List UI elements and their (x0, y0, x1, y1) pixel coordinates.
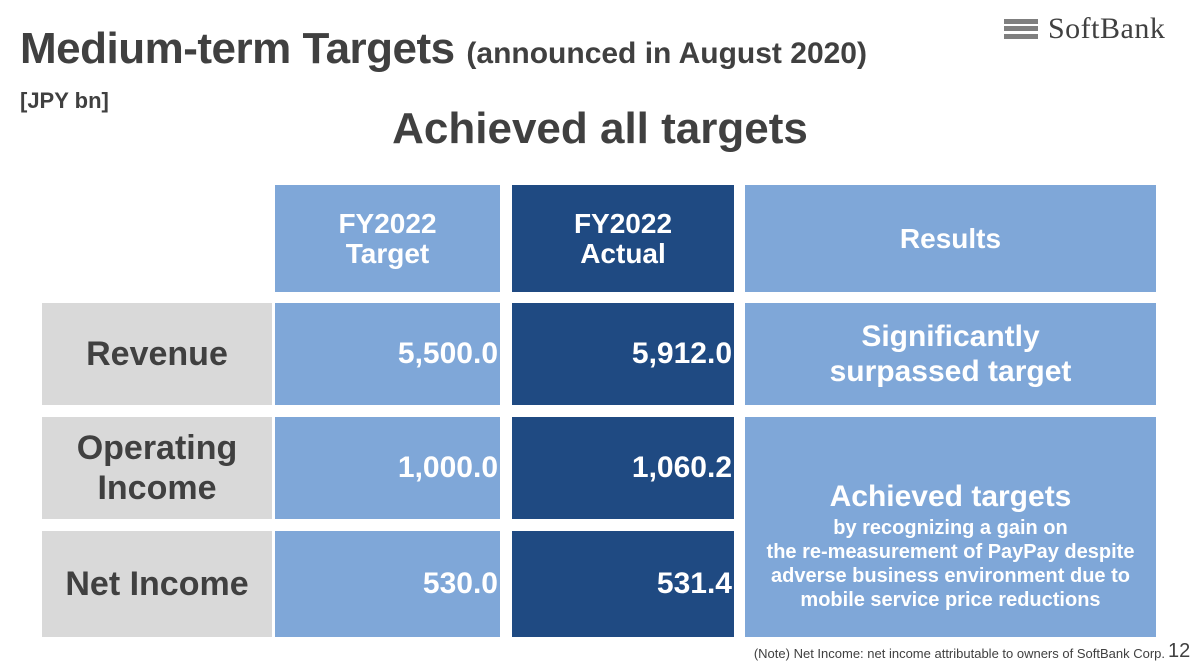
row-label-operating-income: Operating Income (42, 417, 272, 519)
page-title: Medium-term Targets (announced in August… (20, 24, 867, 74)
header-results: Results (745, 185, 1156, 292)
logo-text: SoftBank (1048, 12, 1166, 45)
result-income-headline: Achieved targets (829, 480, 1072, 513)
revenue-actual: 5,912.0 (512, 303, 734, 405)
net-income-actual: 531.4 (512, 531, 734, 637)
softbank-bars-icon (1004, 18, 1038, 40)
operating-income-target: 1,000.0 (275, 417, 500, 519)
operating-income-actual: 1,060.2 (512, 417, 734, 519)
header-target: FY2022 Target (275, 185, 500, 292)
page-number: 12 (1168, 640, 1191, 662)
title-note: (announced in August 2020) (466, 37, 867, 70)
softbank-logo: SoftBank (1004, 12, 1166, 45)
footnote: (Note) Net Income: net income attributab… (753, 646, 1165, 661)
headline: Achieved all targets (392, 104, 808, 153)
result-income: Achieved targets by recognizing a gain o… (745, 417, 1156, 637)
title-text: Medium-term Targets (20, 24, 455, 73)
row-label-revenue: Revenue (42, 303, 272, 405)
result-revenue: Significantly surpassed target (745, 303, 1156, 405)
row-label-net-income: Net Income (42, 531, 272, 637)
header-actual: FY2022 Actual (512, 185, 734, 292)
result-income-detail: by recognizing a gain on the re-measurem… (766, 517, 1135, 611)
unit-label: [JPY bn] (20, 88, 109, 113)
net-income-target: 530.0 (275, 531, 500, 637)
revenue-target: 5,500.0 (275, 303, 500, 405)
